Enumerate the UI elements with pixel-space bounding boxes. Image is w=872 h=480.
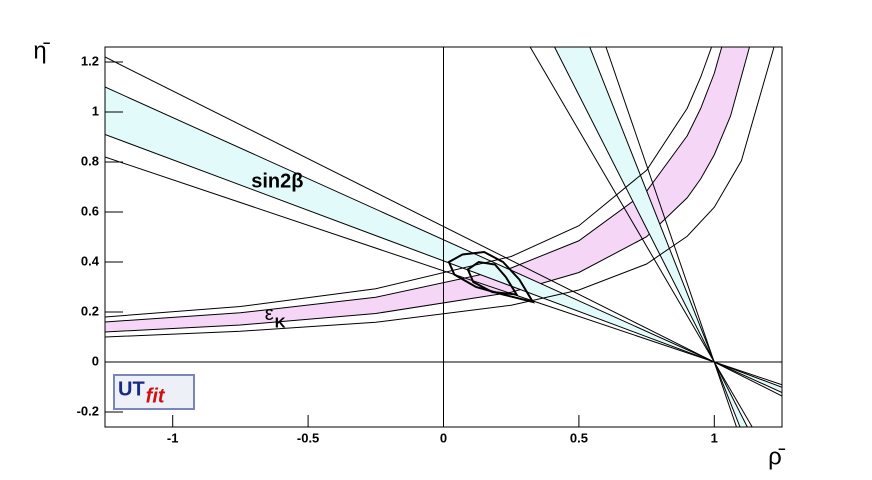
y-tick-label: -0.2 — [77, 403, 99, 418]
contour — [447, 250, 535, 304]
band-edge — [105, 47, 750, 333]
y-axis-label: η̄ — [33, 37, 50, 64]
x-tick-label: -0.5 — [297, 430, 319, 445]
constraint-line — [105, 47, 713, 318]
x-axis-label: ρ̄ — [768, 443, 786, 470]
y-tick-label: 0.6 — [81, 203, 99, 218]
constraint-line — [105, 47, 775, 338]
logo-box — [113, 374, 195, 410]
y-tick-label: 1 — [92, 103, 99, 118]
constraint-line — [605, 47, 737, 427]
annotation: ε — [265, 303, 274, 325]
y-tick-label: 1.2 — [81, 53, 99, 68]
annotation-subscript: K — [275, 314, 286, 331]
logo-text: UT — [118, 378, 145, 400]
x-tick-label: -1 — [167, 430, 179, 445]
band-edge — [105, 47, 723, 323]
y-tick-label: 0.8 — [81, 153, 99, 168]
band — [105, 47, 750, 332]
x-tick-label: 0 — [440, 430, 447, 445]
x-tick-label: 0.5 — [570, 430, 588, 445]
y-tick-label: 0.4 — [81, 253, 100, 268]
y-tick-label: 0.2 — [81, 303, 99, 318]
x-tick-label: 1 — [711, 430, 718, 445]
annotation: sin2β — [251, 170, 303, 192]
logo-text: fit — [146, 385, 166, 407]
y-tick-label: 0 — [92, 353, 99, 368]
contour — [466, 260, 519, 296]
